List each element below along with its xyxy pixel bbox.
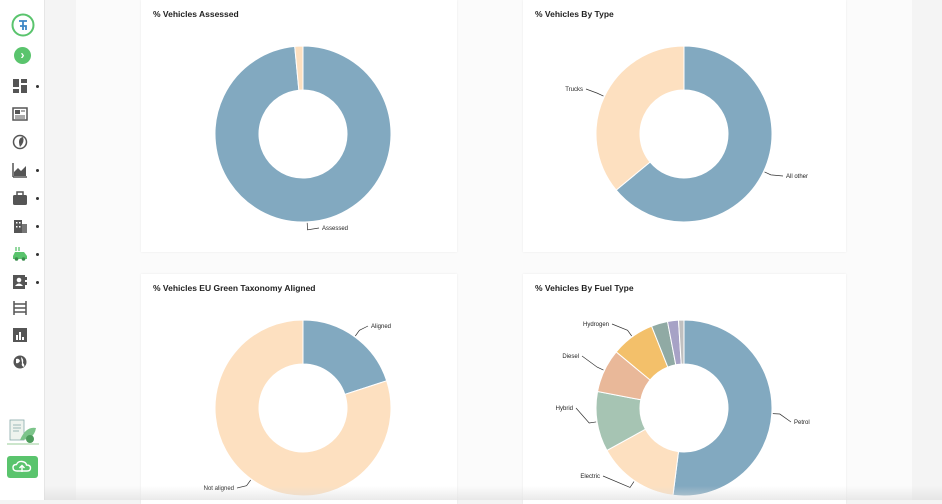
- donut-chart-fuel-type: Petrol Electric Hybrid Diesel Hydrogen: [556, 319, 810, 497]
- sidebar-item-dashboard[interactable]: [12, 78, 40, 96]
- sidebar-item-analytics[interactable]: [12, 162, 40, 180]
- chart-title: % Vehicles EU Green Taxonomy Aligned: [153, 283, 316, 293]
- slice-label: Petrol: [794, 420, 810, 426]
- slice-label: All other: [786, 174, 808, 180]
- chart-card-by-type: % Vehicles By Type All other Trucks: [523, 0, 846, 252]
- leaf-gauge-icon: [12, 134, 28, 150]
- sidebar: ›: [0, 0, 45, 500]
- green-g-logo-icon[interactable]: [11, 13, 35, 37]
- sustainability-report-icon: [7, 419, 39, 445]
- donut-chart-eu-taxonomy: AlignedNot aligned: [204, 319, 392, 497]
- slice-label: Electric: [580, 474, 600, 480]
- shelves-icon: [13, 301, 27, 315]
- contact-card-icon: [13, 275, 27, 289]
- chart-card-fuel-type: % Vehicles By Fuel Type Petrol Electric Hy…: [523, 274, 846, 504]
- sidebar-expand-dot: [36, 85, 39, 88]
- leader-line: [306, 222, 320, 231]
- chart-title: % Vehicles By Fuel Type: [535, 283, 634, 293]
- donut-chart-assessed: Assessed: [214, 45, 392, 232]
- sidebar-expand-dot: [36, 281, 39, 284]
- sidebar-item-buildings[interactable]: [12, 218, 40, 236]
- slice-label: Hydrogen: [583, 322, 609, 328]
- sidebar-item-global[interactable]: [12, 354, 40, 372]
- area-chart-icon: [12, 163, 27, 178]
- electric-car-icon: [13, 247, 27, 261]
- donut-slice-petrol[interactable]: [672, 319, 773, 497]
- chart-card-assessed: % Vehicles Assessed Assessed: [141, 0, 457, 252]
- donut-slice-other-7[interactable]: [677, 319, 685, 365]
- donut-chart-by-type: All other Trucks: [565, 45, 808, 223]
- slice-label: Aligned: [371, 324, 391, 330]
- chart-title: % Vehicles Assessed: [153, 9, 239, 19]
- donut-slice-assessed[interactable]: [214, 45, 392, 223]
- sidebar-item-emissions[interactable]: [12, 134, 40, 152]
- sidebar-expand-dot: [36, 197, 39, 200]
- leader-line: [772, 413, 792, 423]
- cloud-upload-icon: [12, 460, 32, 472]
- leader-line: [355, 325, 369, 337]
- sidebar-item-news[interactable]: [12, 106, 40, 124]
- globe-icon: [13, 355, 27, 369]
- leader-line: [764, 171, 784, 177]
- newspaper-icon: [12, 107, 28, 121]
- sidebar-item-reports[interactable]: [12, 327, 40, 345]
- chevron-right-icon[interactable]: ›: [14, 47, 31, 64]
- sidebar-expand-dot: [36, 225, 39, 228]
- dashboard-main: % Vehicles Assessed Assessed % Vehicles …: [76, 0, 912, 504]
- donut-slice-all-other[interactable]: [615, 45, 773, 223]
- report-chart-icon: [13, 328, 27, 342]
- building-icon: [14, 220, 27, 233]
- dashboard-icon: [13, 79, 27, 93]
- sidebar-item-shelves[interactable]: [12, 300, 40, 318]
- leader-line: [581, 355, 604, 371]
- bottom-scroll-shadow: [44, 486, 942, 500]
- donut-slice-trucks[interactable]: [595, 45, 685, 191]
- briefcase-icon: [13, 191, 27, 205]
- leader-line: [585, 88, 604, 97]
- upload-button[interactable]: [7, 456, 38, 478]
- slice-label: Hybrid: [556, 406, 573, 412]
- leader-line: [611, 323, 632, 337]
- sidebar-item-contacts[interactable]: [12, 274, 40, 292]
- slice-label: Diesel: [562, 354, 579, 360]
- chart-card-eu-taxonomy: % Vehicles EU Green Taxonomy Aligned Ali…: [141, 274, 457, 504]
- sidebar-item-vehicles[interactable]: [12, 246, 40, 264]
- sidebar-expand-dot: [36, 253, 39, 256]
- leader-line: [575, 407, 597, 424]
- slice-label: Assessed: [322, 226, 348, 232]
- donut-slice-other-1[interactable]: [294, 45, 304, 91]
- sidebar-expand-dot: [36, 169, 39, 172]
- slice-label: Trucks: [565, 87, 583, 93]
- chart-title: % Vehicles By Type: [535, 9, 614, 19]
- donut-slice-aligned[interactable]: [302, 319, 388, 396]
- sidebar-item-portfolio[interactable]: [12, 190, 40, 208]
